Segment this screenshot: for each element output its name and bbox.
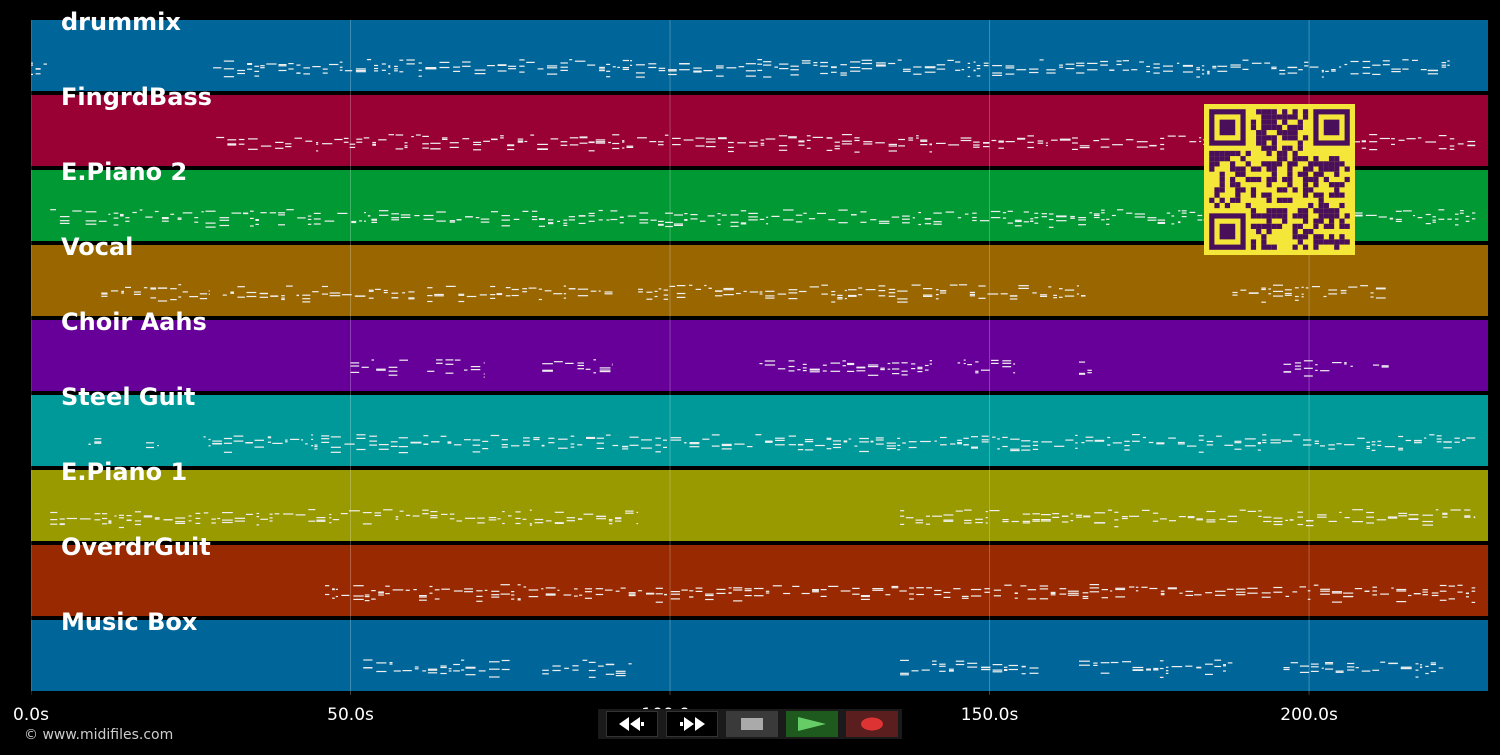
note-cluster: [1232, 284, 1386, 303]
note-cluster: [1283, 360, 1353, 377]
rewind-button[interactable]: [606, 711, 658, 737]
record-button[interactable]: [846, 711, 898, 737]
track-name: Vocal: [61, 233, 134, 261]
note-cluster: [213, 59, 1450, 78]
note-cluster: [957, 359, 1016, 374]
note-cluster: [88, 438, 102, 445]
qr-code-image: [1204, 104, 1355, 255]
track-name: Steel Guit: [61, 383, 196, 411]
note-cluster: [50, 509, 639, 529]
record-icon: [861, 717, 883, 731]
track-name: Choir Aahs: [61, 308, 207, 336]
play-button[interactable]: [786, 711, 838, 737]
note-cluster: [1079, 361, 1092, 375]
track-name: E.Piano 2: [61, 158, 188, 186]
stop-icon: [741, 718, 763, 730]
track-lane: [31, 320, 1488, 393]
fast-forward-icon: [680, 717, 705, 731]
note-cluster: [203, 434, 1476, 454]
note-cluster: [1373, 364, 1389, 368]
note-cluster: [222, 285, 415, 303]
rewind-icon: [619, 717, 644, 731]
note-cluster: [427, 285, 613, 303]
track-lane: [31, 20, 1488, 93]
fast-forward-button[interactable]: [666, 711, 718, 737]
time-tick-label: 0.0s: [13, 705, 49, 725]
note-cluster: [1079, 659, 1233, 678]
time-tick-label: 150.0s: [960, 705, 1019, 725]
note-cluster: [542, 359, 613, 374]
note-cluster: [363, 659, 510, 678]
note-cluster: [427, 359, 485, 378]
note-cluster: [325, 584, 1476, 603]
time-tick-label: 200.0s: [1280, 705, 1338, 725]
play-icon: [798, 717, 826, 731]
track-lane: [31, 470, 1488, 543]
note-cluster: [638, 284, 1086, 303]
transport-controls: [598, 709, 902, 739]
track-lane: [31, 245, 1488, 318]
time-tick-label: 50.0s: [327, 705, 374, 725]
track-lane: [31, 395, 1488, 468]
track-name: FingrdBass: [61, 83, 212, 111]
copyright-text: © www.midifiles.com: [24, 727, 174, 743]
track-name: E.Piano 1: [61, 458, 188, 486]
note-cluster: [350, 359, 408, 376]
track-name: OverdrGuit: [61, 533, 211, 561]
track-lane: [31, 620, 1488, 693]
note-cluster: [759, 360, 932, 376]
note-cluster: [542, 659, 632, 678]
note-cluster: [101, 284, 210, 302]
note-cluster: [900, 659, 1039, 676]
stop-button[interactable]: [726, 711, 778, 737]
track-name: drummix: [61, 8, 181, 36]
track-name: Music Box: [61, 608, 198, 636]
note-cluster: [31, 62, 47, 75]
note-cluster: [1283, 661, 1444, 678]
note-cluster: [146, 442, 159, 449]
note-cluster: [900, 509, 1476, 528]
track-lane: [31, 545, 1488, 618]
